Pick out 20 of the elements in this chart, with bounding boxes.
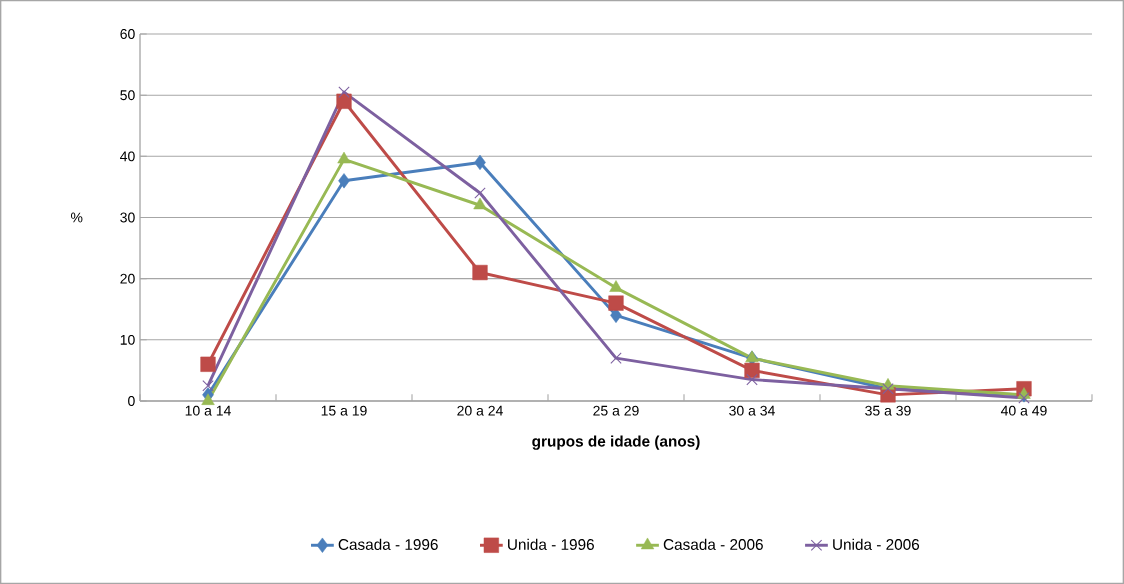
x-tick-label: 35 a 39 bbox=[865, 405, 911, 416]
y-axis-title: % bbox=[71, 212, 83, 223]
x-axis-title: grupos de idade (anos) bbox=[532, 435, 700, 450]
x-tick-label: 40 a 49 bbox=[1000, 405, 1047, 416]
x-tick-label: 15 a 19 bbox=[321, 405, 367, 416]
legend-label: Unida - 1996 bbox=[508, 538, 594, 550]
x-tick-label: 30 a 34 bbox=[729, 405, 775, 416]
legend-label: Unida - 2006 bbox=[833, 538, 920, 550]
x-tick-label: 25 a 29 bbox=[593, 405, 639, 416]
y-tick-label: 30 bbox=[120, 212, 135, 223]
x-tick-label: 10 a 14 bbox=[185, 405, 231, 416]
x-tick-label: 20 a 24 bbox=[457, 405, 503, 416]
y-tick-label: 60 bbox=[120, 29, 135, 39]
y-tick-label: 20 bbox=[120, 273, 135, 284]
legend-label: Casada - 1996 bbox=[338, 538, 438, 550]
y-tick-label: 10 bbox=[120, 334, 135, 345]
y-tick-label: 0 bbox=[128, 396, 135, 406]
legend-label: Casada - 2006 bbox=[663, 538, 763, 550]
y-tick-label: 50 bbox=[120, 90, 135, 101]
y-tick-label: 40 bbox=[120, 151, 135, 162]
